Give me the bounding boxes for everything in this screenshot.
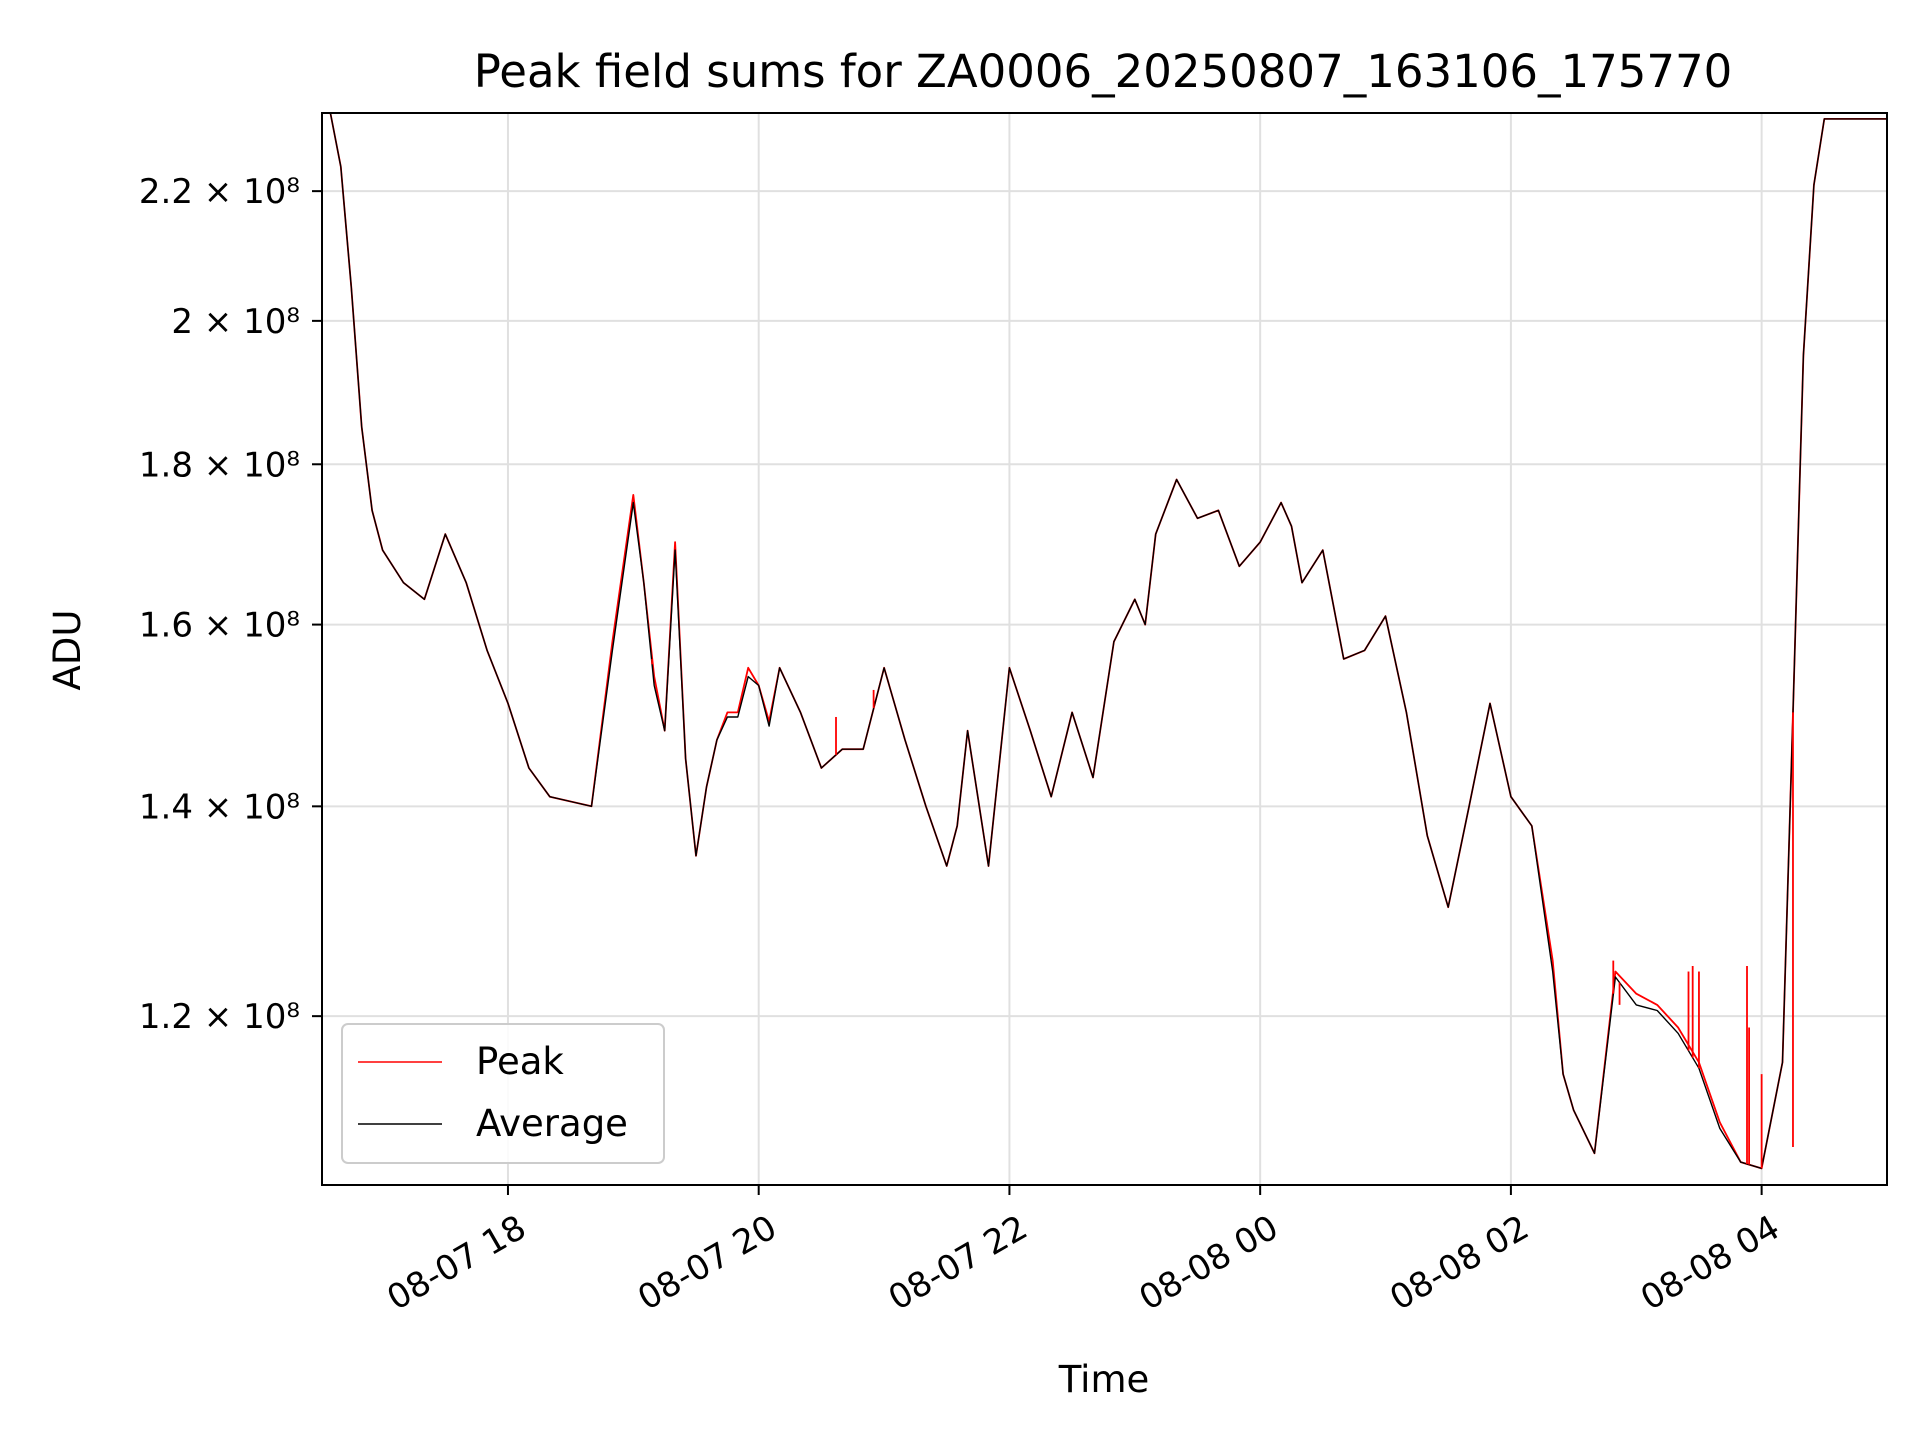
y-tick-label-0: 1.2 × 10⁸	[139, 997, 300, 1037]
x-axis-label: Time	[1058, 1358, 1150, 1401]
y-tick-label-5: 2.2 × 10⁸	[139, 172, 300, 212]
legend-label-peak: Peak	[476, 1040, 564, 1083]
y-tick-label-3: 1.8 × 10⁸	[139, 445, 300, 485]
y-tick-label-1: 1.4 × 10⁸	[139, 787, 300, 827]
y-ticks: 1.2 × 10⁸ 1.4 × 10⁸ 1.6 × 10⁸ 1.8 × 10⁸ 2 × …	[139, 172, 322, 1037]
y-axis-label: ADU	[46, 610, 89, 691]
grid-layer	[322, 113, 1887, 1185]
y-tick-label-2: 1.6 × 10⁸	[139, 606, 300, 646]
legend: Peak Average	[341, 1023, 665, 1164]
chart-title: Peak field sums for ZA0006_20250807_1631…	[474, 45, 1733, 98]
series-layer	[322, 113, 1887, 1170]
plot-frame	[321, 112, 1888, 1186]
legend-box	[341, 1023, 665, 1164]
series-line-average	[322, 113, 1887, 1170]
series-group	[322, 113, 1887, 1170]
legend-label-average: Average	[476, 1102, 628, 1145]
y-tick-label-4: 2 × 10⁸	[171, 302, 300, 342]
